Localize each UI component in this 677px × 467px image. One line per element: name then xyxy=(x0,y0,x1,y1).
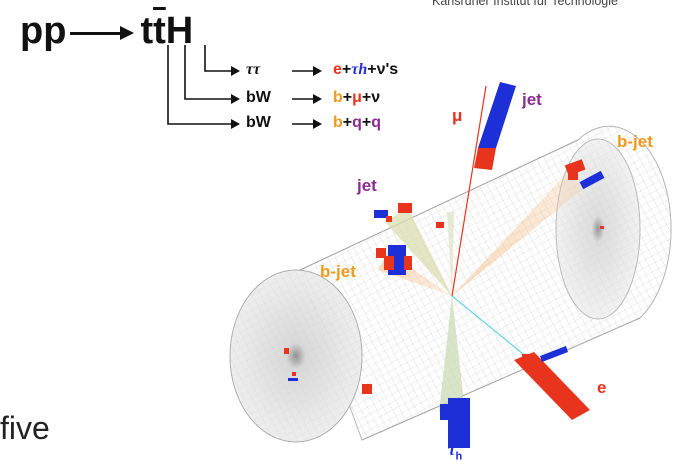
decay-row-tautau: ττ xyxy=(246,61,260,79)
decay-parent: bW xyxy=(246,89,271,106)
top-quark: t xyxy=(140,10,154,52)
cylinder-body xyxy=(229,125,672,443)
product-electron: e xyxy=(333,61,342,78)
product-quark: q xyxy=(371,114,382,131)
product-b: b xyxy=(333,89,343,106)
institute-header: Karlsruher Institut für Technologie xyxy=(432,0,618,8)
label-jet-top: jet xyxy=(522,90,542,109)
initial-state: pp xyxy=(20,10,67,52)
product-neutrinos: +ν's xyxy=(367,61,399,78)
label-tau-h: τh xyxy=(448,440,462,462)
product-plus: + xyxy=(342,114,353,131)
caption-text: five xyxy=(0,410,50,446)
product-tau-h: τh xyxy=(351,61,368,78)
label-bjet-right: b-jet xyxy=(617,132,653,151)
higgs-boson: H xyxy=(165,10,194,52)
decay-products-tautau: e+τh+ν's xyxy=(333,61,398,79)
decay-products-bw-1: b+μ+ν xyxy=(333,89,380,107)
calorimeter-towers xyxy=(284,82,605,448)
antitop-quark: t xyxy=(153,10,166,52)
decay-chain-lines xyxy=(167,45,322,129)
decay-parent: ττ xyxy=(246,61,261,78)
decay-row-bw-1: bW xyxy=(246,89,271,107)
arrow-icon xyxy=(70,25,135,40)
product-muon: μ xyxy=(352,89,362,106)
label-electron: e xyxy=(597,378,607,397)
label-muon: μ xyxy=(452,106,463,125)
decay-products-bw-2: b+q+q xyxy=(333,114,381,132)
decay-row-bw-2: bW xyxy=(246,114,271,132)
product-plus: + xyxy=(341,61,352,78)
product-quark: q xyxy=(352,114,362,131)
product-plus: + xyxy=(342,89,353,106)
label-jet-left: jet xyxy=(357,176,377,195)
product-b: b xyxy=(333,114,343,131)
tau-subscript: h xyxy=(455,450,463,463)
product-plus: + xyxy=(361,114,372,131)
tau-symbol: τ xyxy=(448,440,456,459)
decay-parent: bW xyxy=(246,114,271,131)
process-formula: pp ttH xyxy=(20,10,193,53)
label-bjet-left: b-jet xyxy=(320,262,356,281)
product-neutrino: +ν xyxy=(361,89,381,106)
